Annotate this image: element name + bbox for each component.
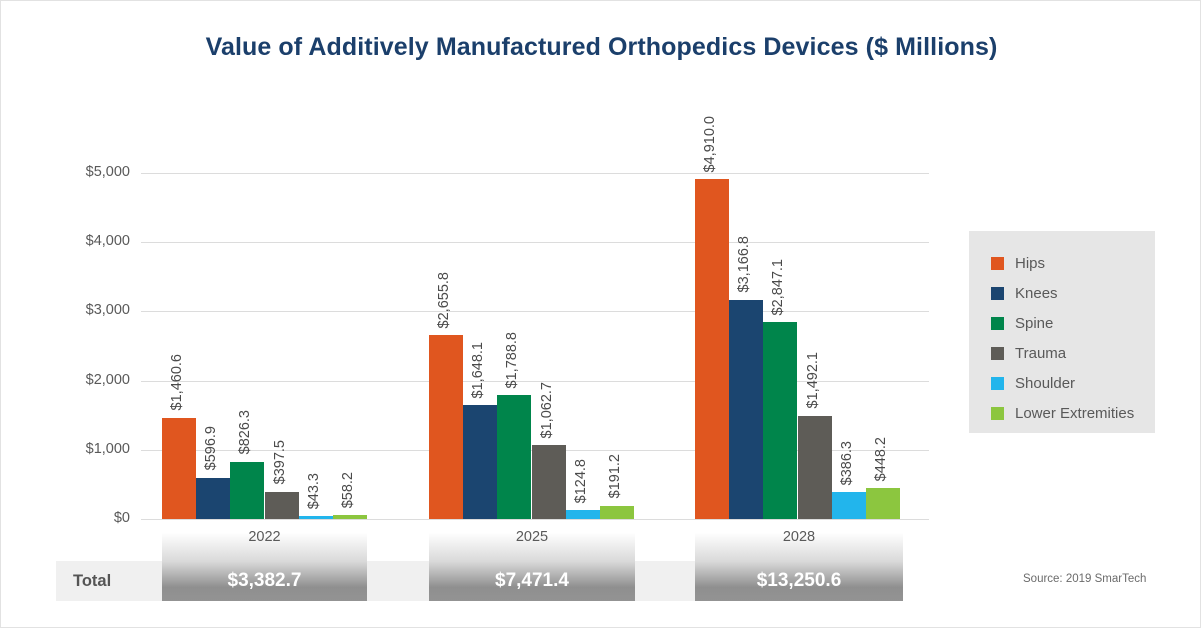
legend-swatch-icon: [991, 346, 1004, 360]
legend-label: Knees: [1015, 284, 1058, 302]
legend-item-lower-extremities[interactable]: Lower Extremities: [991, 398, 1155, 428]
x-axis-category-label: 2025: [515, 529, 549, 545]
bar-spine-2022[interactable]: [230, 461, 265, 519]
bar-value-label: $397.5: [271, 440, 288, 485]
chart-title: Value of Additively Manufactured Orthope…: [205, 33, 998, 61]
bar-trauma-2025[interactable]: [531, 445, 566, 519]
y-axis-tick-label: $0: [113, 510, 130, 526]
plot-area: $1,460.6 $596.9 $826.3 $397.5 $43.3 $58.2 $2,6…: [141, 116, 929, 520]
legend-label: Shoulder: [1015, 374, 1076, 392]
bar-value-label: $1,648.1: [470, 341, 487, 398]
totals-row-label: Total: [73, 572, 112, 590]
bar-value-label: $58.2: [340, 471, 356, 508]
bar-hips-2022[interactable]: [162, 417, 196, 519]
bar-value-label: $826.3: [237, 410, 254, 455]
x-axis-category-label: 2028: [782, 529, 816, 545]
bar-lower-extremities-2028[interactable]: [866, 488, 900, 519]
legend-item-hips[interactable]: Hips: [991, 248, 1155, 278]
legend-item-trauma[interactable]: Trauma: [991, 338, 1155, 368]
bar-knees-2022[interactable]: [196, 477, 231, 519]
bar-trauma-2028[interactable]: [797, 415, 832, 519]
bar-group-2025: $2,655.8 $1,648.1 $1,788.8 $1,062.7 $124.8 $1…: [429, 173, 634, 519]
bar-shoulder-2022[interactable]: [298, 516, 333, 519]
legend-item-spine[interactable]: Spine: [991, 308, 1155, 338]
legend-item-knees[interactable]: Knees: [991, 278, 1155, 308]
legend-swatch-icon: [991, 256, 1004, 270]
legend-swatch-icon: [991, 376, 1004, 390]
legend-label: Hips: [1015, 254, 1046, 272]
bar-trauma-2022[interactable]: [264, 491, 299, 519]
bar-hips-2028[interactable]: [695, 179, 729, 519]
bar-value-label: $2,847.1: [770, 258, 787, 315]
bar-value-label: $43.3: [305, 472, 322, 510]
bar-value-label: $2,655.8: [436, 271, 452, 329]
bar-knees-2028[interactable]: [729, 299, 764, 519]
totals-table: Total 2022 $3,382.7 2025 $7,471.4 2028 $13,25…: [1, 525, 1200, 605]
total-value: $13,250.6: [756, 570, 842, 591]
bar-group-2022: $1,460.6 $596.9 $826.3 $397.5 $43.3 $58.2: [162, 173, 367, 519]
bar-lower-extremities-2025[interactable]: [600, 505, 634, 519]
bar-value-label: $124.8: [572, 459, 589, 504]
bar-value-label: $1,788.8: [504, 331, 521, 389]
legend-label: Trauma: [1015, 344, 1067, 362]
chart-legend: Hips Knees Spine Trauma Shoulder Lower Extrem…: [969, 231, 1155, 433]
legend-item-shoulder[interactable]: Shoulder: [991, 368, 1155, 398]
bar-value-label: $1,460.6: [169, 354, 185, 411]
bar-value-label: $386.3: [838, 440, 855, 486]
y-axis-tick-label: $4,000: [85, 233, 130, 250]
bar-value-label: $448.2: [873, 436, 889, 481]
total-value: $3,382.7: [227, 570, 302, 591]
y-axis-tick-label: $2,000: [85, 371, 130, 388]
gridline: [141, 311, 929, 313]
bar-shoulder-2025[interactable]: [565, 510, 600, 519]
total-value: $7,471.4: [495, 570, 569, 591]
bar-value-label: $1,062.7: [538, 382, 555, 439]
bar-spine-2025[interactable]: [497, 395, 532, 519]
gridline: [141, 519, 929, 520]
bar-value-label: $191.2: [607, 454, 623, 499]
bar-value-label: $3,166.8: [736, 236, 753, 293]
bar-knees-2025[interactable]: [463, 404, 498, 519]
total-column-2022: 2022 $3,382.7: [162, 525, 367, 601]
x-axis-category-label: 2022: [248, 529, 281, 545]
total-column-2028: 2028 $13,250.6: [695, 525, 903, 601]
bar-value-label: $1,492.1: [804, 352, 821, 409]
legend-label: Spine: [1015, 314, 1054, 332]
gridline: [141, 380, 929, 382]
legend-label: Lower Extremities: [1015, 404, 1135, 422]
gridline: [141, 173, 929, 174]
bar-shoulder-2028[interactable]: [831, 492, 866, 519]
y-axis-tick-label: $3,000: [85, 302, 130, 319]
legend-swatch-icon: [991, 406, 1004, 420]
bar-hips-2025[interactable]: [429, 335, 463, 519]
y-axis-tick-label: $1,000: [85, 440, 130, 457]
bar-value-label: $4,910.0: [702, 115, 718, 173]
total-column-2025: 2025 $7,471.4: [429, 525, 635, 601]
bar-spine-2028[interactable]: [763, 321, 798, 519]
bar-group-2028: $4,910.0 $3,166.8 $2,847.1 $1,492.1 $386.3 $4…: [695, 116, 900, 519]
source-note: Source: 2019 SmarTech: [1023, 573, 1147, 585]
bar-value-label: $596.9: [203, 426, 220, 471]
y-axis-tick-label: $5,000: [85, 164, 130, 180]
legend-swatch-icon: [991, 286, 1004, 300]
gridline: [141, 242, 929, 244]
y-axis-labels: $0 $1,000 $2,000 $3,000 $4,000 $5,000: [1, 164, 1200, 526]
legend-swatch-icon: [991, 316, 1004, 330]
bar-lower-extremities-2022[interactable]: [333, 514, 367, 519]
